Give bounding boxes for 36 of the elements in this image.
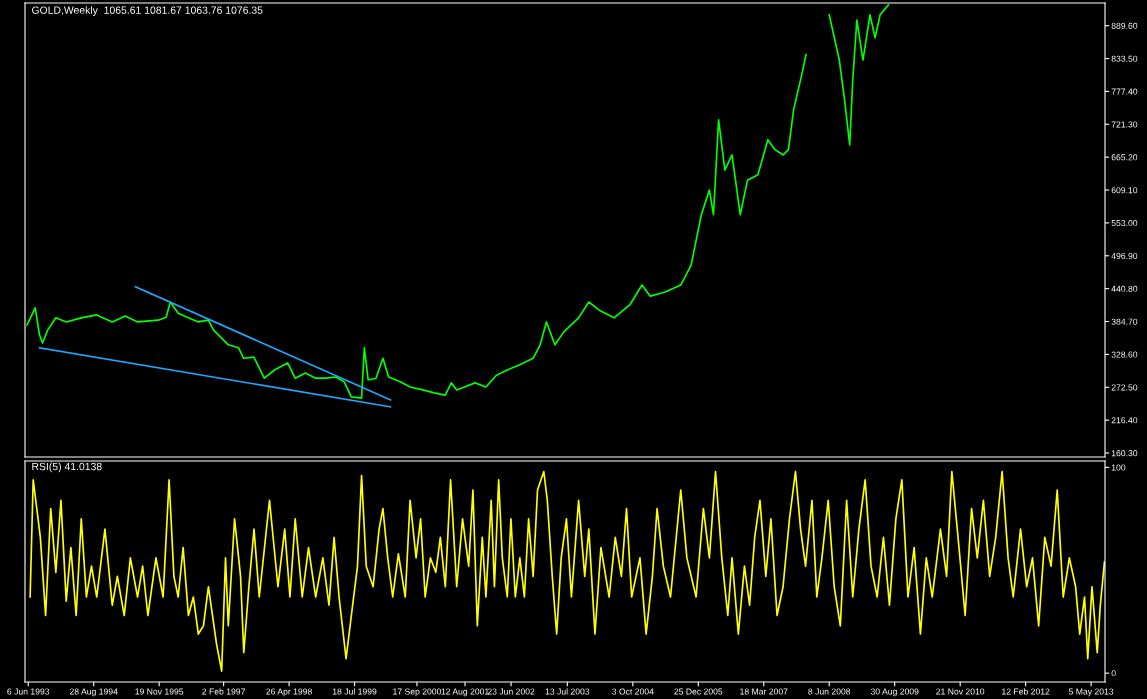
chart-title: GOLD,Weekly 1065.61 1081.67 1063.76 1076.35 [32,6,263,16]
x-tick-label: 13 Jul 2003 [545,688,590,695]
y-tick-label: 496.90 [1111,252,1138,259]
y-tick-label: 721.30 [1111,121,1138,128]
x-tick-label: 21 Nov 2010 [936,688,985,695]
x-tick-label: 18 Mar 2007 [740,688,788,695]
y-tick-label: 160.30 [1111,450,1138,457]
x-tick-label: 17 Sep 2000 [393,688,442,697]
x-tick-label: 26 Apr 1998 [266,688,312,697]
y-tick-label: 665.20 [1111,154,1138,161]
x-tick-label: 28 Aug 1994 [69,688,118,697]
x-tick-label: 3 Oct 2004 [612,688,654,695]
y-tick-label: 440.80 [1111,285,1138,292]
y-tick-label: 833.50 [1111,55,1138,62]
x-tick-label: 12 Aug 2001 [441,688,489,697]
y-tick-label: 328.60 [1111,351,1138,358]
y-tick-label: 272.50 [1111,384,1138,391]
x-tick-label: 23 Jun 2002 [487,688,535,695]
y-tick-label: 777.40 [1111,88,1138,95]
y-tick-label: 0 [1111,670,1116,677]
y-tick-label: 216.40 [1111,417,1138,424]
chart-title: RSI(5) 41.0138 [32,462,102,473]
y-tick-label: 889.60 [1111,22,1138,29]
x-tick-label: 8 Jun 2008 [808,688,851,695]
x-tick-label: 19 Nov 1995 [135,688,184,695]
x-tick-label: 6 Jun 1993 [7,688,50,695]
y-tick-label: 609.10 [1111,187,1138,194]
y-tick-label: 384.70 [1111,318,1138,325]
y-tick-label: 553.00 [1111,220,1138,227]
x-tick-label: 25 Dec 2005 [674,688,723,695]
x-tick-label: 30 Aug 2009 [870,688,919,697]
x-tick-label: 5 May 2013 [1068,688,1114,697]
y-tick-label: 100 [1111,464,1126,471]
x-tick-label: 18 Jul 1999 [332,688,377,695]
x-tick-label: 2 Feb 1997 [202,688,245,695]
x-tick-label: 12 Feb 2012 [1002,688,1050,695]
